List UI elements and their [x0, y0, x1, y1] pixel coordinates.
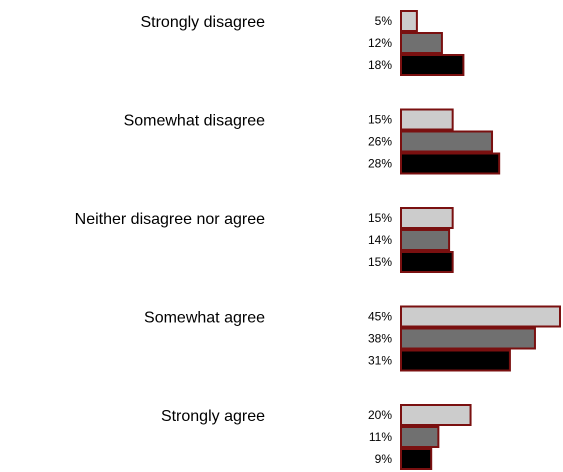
bar-neither-disagree-nor-agree-series-1: [400, 207, 454, 229]
value-label-somewhat-disagree-series-2: 26%: [368, 135, 392, 149]
value-label-somewhat-agree-series-1: 45%: [368, 310, 392, 324]
category-labels: Strongly disagree Somewhat disagree Neithe…: [75, 14, 265, 425]
bar-strongly-disagree-series-3: [400, 54, 465, 76]
value-label-neither-disagree-nor-agree-series-2: 14%: [368, 233, 392, 247]
category-label-somewhat-disagree: Somewhat disagree: [124, 113, 266, 130]
value-labels: 5% 12% 18% 15% 26% 28% 15% 14% 15% 45% 38% 31% 20% 11…: [368, 14, 392, 466]
value-label-strongly-agree-series-3: 9%: [375, 452, 393, 466]
category-label-strongly-agree: Strongly agree: [161, 408, 265, 425]
value-label-neither-disagree-nor-agree-series-3: 15%: [368, 255, 392, 269]
value-label-strongly-disagree-series-2: 12%: [368, 36, 392, 50]
value-label-somewhat-disagree-series-1: 15%: [368, 113, 392, 127]
value-label-neither-disagree-nor-agree-series-1: 15%: [368, 211, 392, 225]
bars: [400, 10, 561, 470]
category-label-strongly-disagree: Strongly disagree: [140, 14, 265, 31]
bar-somewhat-disagree-series-3: [400, 152, 501, 175]
bar-somewhat-disagree-series-2: [400, 130, 494, 153]
value-label-somewhat-agree-series-3: 31%: [368, 354, 392, 368]
value-label-strongly-agree-series-1: 20%: [368, 408, 392, 422]
bar-somewhat-disagree-series-1: [400, 108, 454, 131]
value-label-strongly-disagree-series-1: 5%: [375, 14, 393, 28]
bar-strongly-disagree-series-2: [400, 32, 443, 54]
value-label-strongly-disagree-series-3: 18%: [368, 58, 392, 72]
bar-somewhat-agree-series-1: [400, 305, 561, 328]
bar-neither-disagree-nor-agree-series-3: [400, 251, 454, 273]
bar-neither-disagree-nor-agree-series-2: [400, 229, 451, 251]
value-label-somewhat-disagree-series-3: 28%: [368, 157, 392, 171]
bar-strongly-agree-series-1: [400, 404, 472, 426]
value-label-strongly-agree-series-2: 11%: [369, 430, 392, 444]
bar-strongly-disagree-series-1: [400, 10, 418, 32]
category-label-somewhat-agree: Somewhat agree: [144, 310, 265, 327]
value-label-somewhat-agree-series-2: 38%: [368, 332, 392, 346]
bar-somewhat-agree-series-3: [400, 349, 511, 372]
bar-strongly-agree-series-2: [400, 426, 440, 448]
category-label-neither-disagree-nor-agree: Neither disagree nor agree: [75, 211, 265, 228]
bar-somewhat-agree-series-2: [400, 327, 536, 350]
bar-strongly-agree-series-3: [400, 448, 433, 470]
